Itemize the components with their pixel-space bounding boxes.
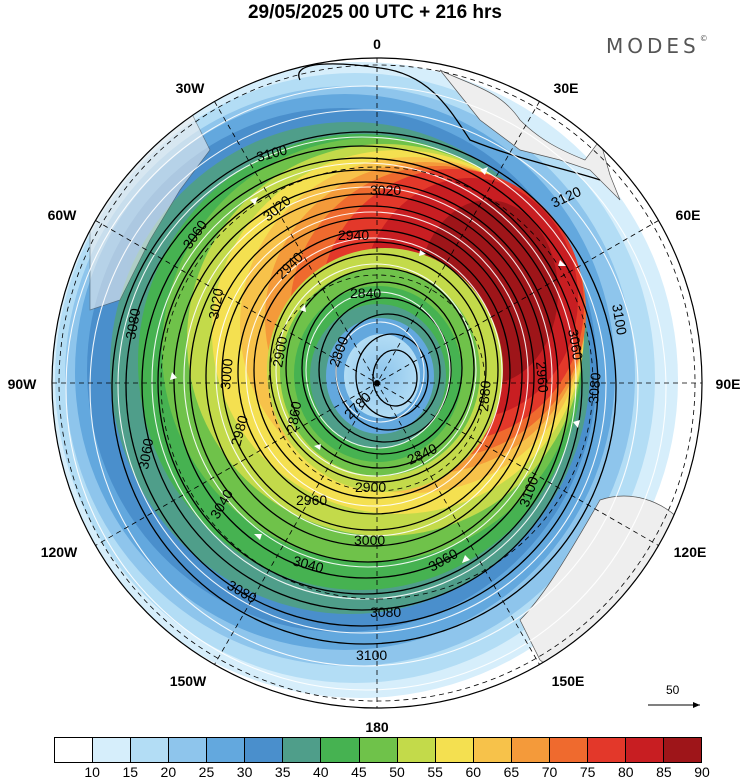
colorbar-tick-label: 90 — [694, 764, 710, 780]
wind-arrowheads — [170, 167, 580, 563]
lon-label-90e: 90E — [716, 376, 741, 392]
colorbar-tick-label: 60 — [465, 764, 482, 780]
contour-label: 3100 — [255, 141, 289, 165]
lon-label-30e: 30E — [554, 80, 579, 96]
colorbar-swatch — [435, 738, 474, 762]
colorbar-swatch — [549, 738, 588, 762]
colorbar-tick-label: 70 — [541, 764, 558, 780]
lon-label-150e: 150E — [552, 673, 585, 689]
height-contours — [111, 63, 617, 645]
colorbar-tick-label: 30 — [236, 764, 253, 780]
contour-label: 3080 — [122, 307, 143, 341]
contour-label: 2960 — [296, 492, 327, 508]
contour-label: 3040 — [291, 552, 325, 576]
colorbar-tick-label: 40 — [313, 764, 329, 780]
contour-label: 3000 — [354, 532, 385, 548]
contour-label: 3020 — [370, 182, 401, 198]
colorbar-swatch — [245, 738, 284, 762]
colorbar-swatch — [169, 738, 208, 762]
wind-scale-arrow — [648, 702, 700, 708]
colorbar-swatch — [55, 738, 94, 762]
contour-label: 3100 — [356, 647, 387, 663]
contour-label: 3080 — [585, 372, 604, 405]
chart-title: 29/05/2025 00 UTC + 216 hrs — [247, 2, 503, 23]
colorbar — [54, 737, 702, 763]
colorbar-tick-label: 10 — [84, 764, 100, 780]
contour-label: 3020 — [205, 287, 226, 321]
colorbar-swatch — [131, 738, 170, 762]
lon-label-120e: 120E — [674, 544, 707, 560]
lon-label-90w: 90W — [8, 376, 38, 392]
lon-label-0: 0 — [373, 36, 381, 52]
lon-label-60w: 60W — [48, 207, 78, 223]
colorbar-tick-label: 85 — [656, 764, 672, 780]
colorbar-swatch — [587, 738, 626, 762]
contour-label: 2960 — [533, 361, 552, 394]
colorbar-swatch — [321, 738, 360, 762]
colorbar-swatch — [397, 738, 436, 762]
colorbar-tick-label: 35 — [274, 764, 291, 780]
polar-map: 0 30E 60E 90E 120E 150E 180 150W 120W 90… — [8, 36, 741, 735]
wind-scale-label: 50 — [666, 683, 680, 697]
colorbar-tick-label: 15 — [122, 764, 139, 780]
colorbar-tick-label: 45 — [351, 764, 367, 780]
contour-label: 2980 — [227, 413, 251, 447]
graticule — [52, 58, 702, 708]
colorbar-swatch — [511, 738, 550, 762]
contour-label: 3100 — [609, 303, 630, 337]
contour-label: 2940 — [338, 227, 369, 243]
lon-label-60e: 60E — [676, 207, 701, 223]
brand-text: MODES — [606, 34, 700, 58]
colorbar-tick-label: 80 — [617, 764, 634, 780]
contour-label: 2900 — [269, 335, 290, 369]
colorbar-swatch — [359, 738, 398, 762]
colorbar-tick-label: 75 — [579, 764, 596, 780]
colorbar-swatch — [283, 738, 322, 762]
lon-label-120w: 120W — [41, 544, 78, 560]
contour-label: 3000 — [217, 358, 236, 391]
map-boundary — [51, 57, 703, 709]
contour-label: 2880 — [475, 380, 494, 413]
colorbar-swatch — [473, 738, 512, 762]
colorbar-tick-label: 25 — [198, 764, 215, 780]
contour-label: 2860 — [283, 400, 304, 434]
colorbar-tick-label: 50 — [389, 764, 405, 780]
brand-logo: MODES© — [606, 34, 708, 58]
colorbar-tick-label: 55 — [427, 764, 443, 780]
brand-copyright: © — [699, 34, 708, 43]
contour-label: 2900 — [355, 479, 386, 495]
colorbar-tick-label: 20 — [160, 764, 177, 780]
contour-label: 3060 — [565, 328, 586, 362]
contour-label: 3060 — [135, 437, 156, 471]
colorbar-swatch — [207, 738, 246, 762]
contour-label: 3080 — [370, 604, 401, 620]
contour-label: 2840 — [350, 285, 381, 301]
colorbar-swatch — [625, 738, 664, 762]
lon-label-30w: 30W — [176, 80, 206, 96]
colorbar-swatch — [664, 738, 702, 762]
lon-label-150w: 150W — [170, 673, 207, 689]
colorbar-swatch — [93, 738, 132, 762]
colorbar-tick-label: 65 — [503, 764, 520, 780]
lon-label-180: 180 — [365, 719, 389, 735]
